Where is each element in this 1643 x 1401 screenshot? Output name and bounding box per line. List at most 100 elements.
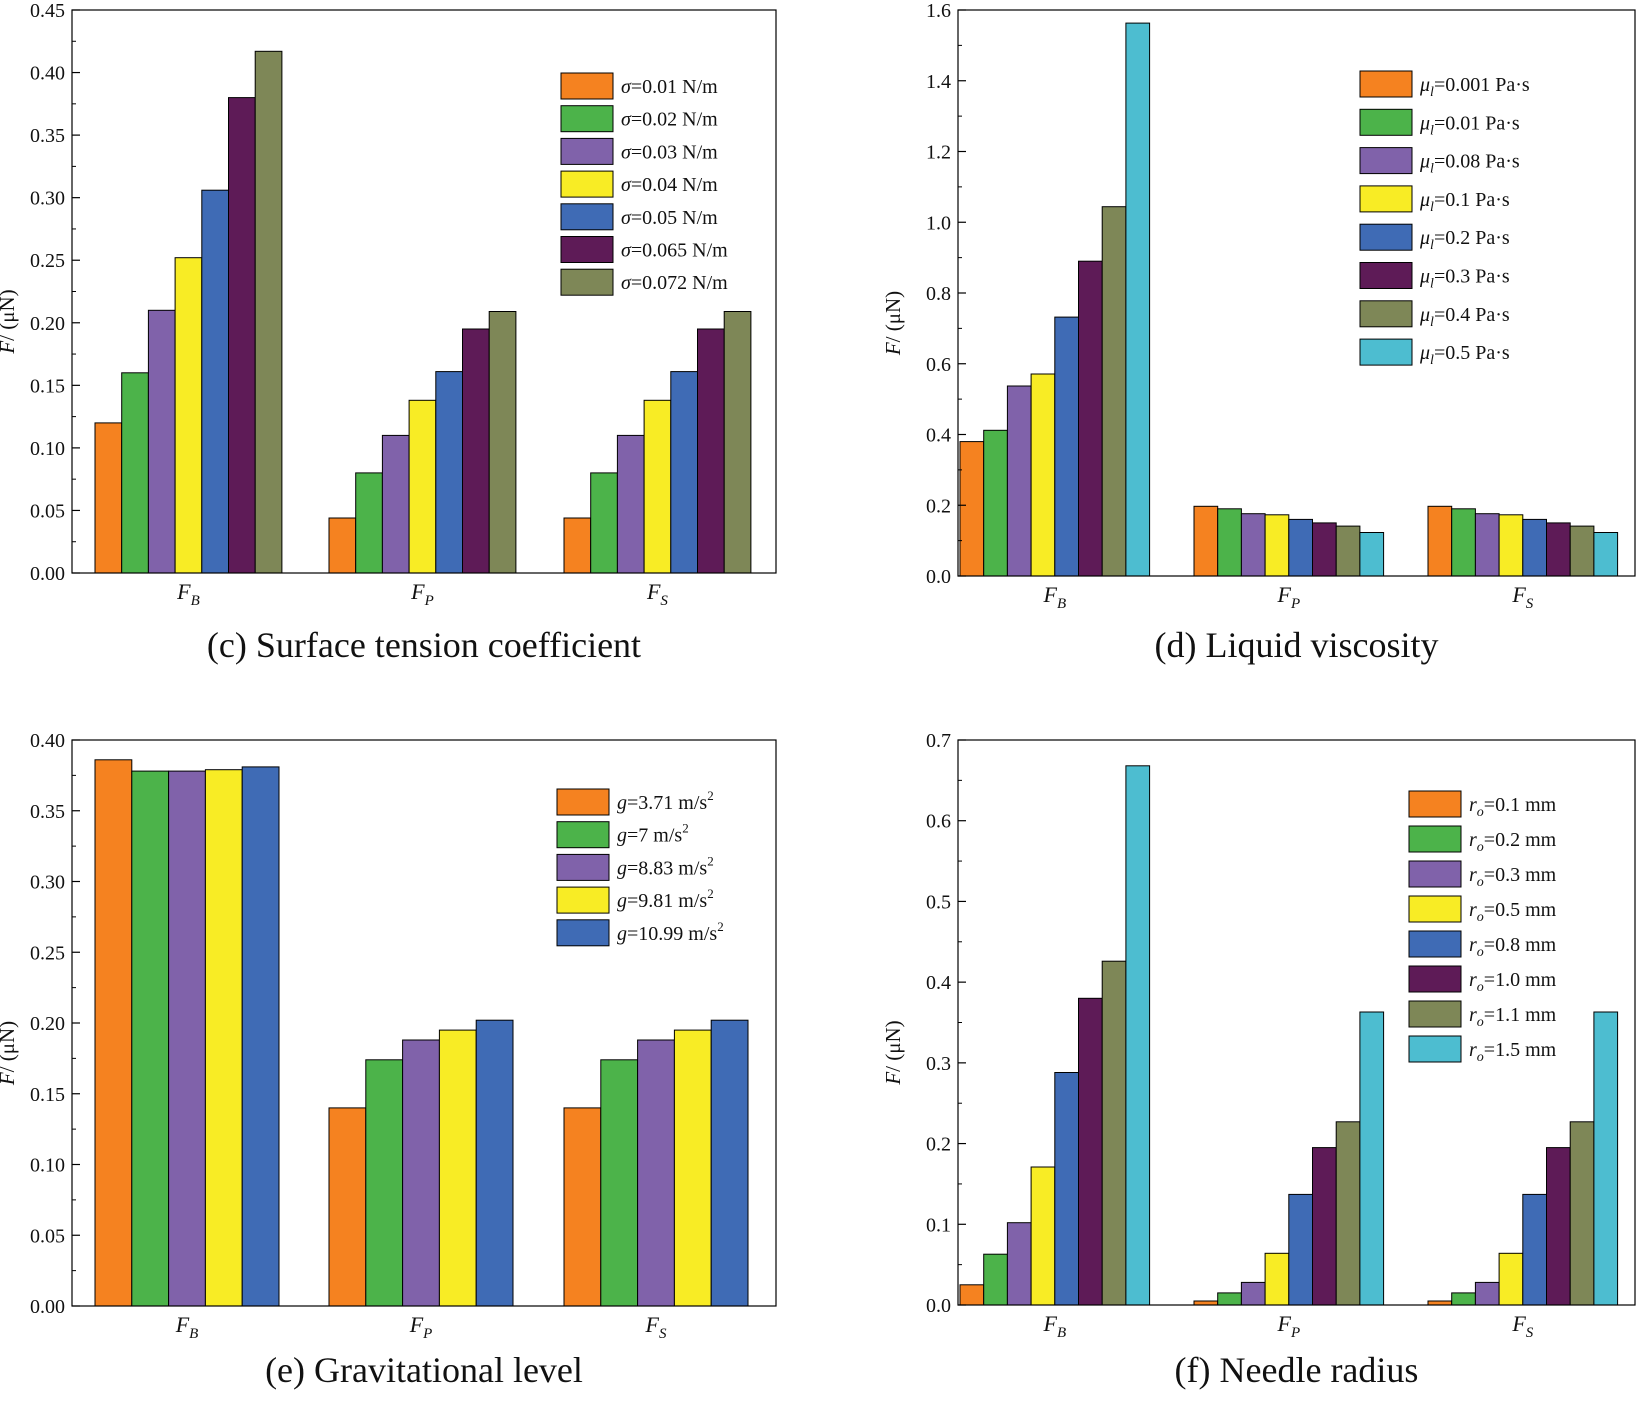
legend-swatch	[560, 137, 614, 165]
bar-s4-c1	[475, 1019, 514, 1307]
bar-s5-c1	[462, 328, 490, 574]
chart-panel-3: 0.0 0.1 0.2 0.3 0.4 0.5 0.6 0.7 FB FP FS F/ (μN) ro=…	[881, 730, 1636, 1390]
bar-s4-c2	[670, 371, 698, 574]
bar-s3-c2	[1498, 514, 1524, 577]
y-tick-label: 0.10	[30, 1155, 65, 1177]
legend-entry-label: σ=0.01 N/m	[621, 76, 718, 98]
legend-entry-label: ro=1.1 mm	[1469, 1004, 1557, 1030]
y-tick-label: 0.25	[30, 942, 65, 964]
legend-swatch	[1359, 338, 1413, 366]
bar-s2-c2	[1474, 513, 1500, 577]
y-tick-label: 0.40	[30, 730, 65, 752]
bar-s3-c0	[1030, 1166, 1056, 1306]
legend-entry-label: g=10.99 m/s2	[617, 919, 724, 945]
bar-s5-c1	[1312, 522, 1337, 577]
x-category-label: FS	[1511, 582, 1533, 612]
y-tick-label: 0.30	[30, 188, 65, 210]
bar-s4-c0	[201, 189, 230, 574]
y-tick-label: 0.30	[30, 872, 65, 894]
legend-swatch	[1359, 185, 1413, 213]
y-tick-label: 0.35	[30, 125, 65, 147]
y-tick-label: 0.4	[926, 972, 951, 994]
bar-s6-c0	[254, 50, 283, 574]
bar-s2-c0	[168, 770, 206, 1307]
bar-s1-c0	[983, 429, 1008, 577]
legend-swatch	[556, 853, 610, 881]
legend-swatch	[560, 268, 614, 296]
y-axis-label: F/ (μN)	[881, 1020, 905, 1085]
y-tick-label: 0.2	[926, 495, 951, 517]
bar-s3-c1	[1264, 1252, 1290, 1306]
x-category-label: FB	[1042, 1311, 1066, 1341]
bar-s4-c2	[1522, 518, 1548, 577]
y-tick-label: 0.20	[30, 313, 65, 335]
bar-s2-c0	[1006, 385, 1032, 577]
bar-s3-c0	[174, 257, 203, 574]
bar-s2-c0	[1006, 1222, 1032, 1306]
legend-swatch	[1408, 965, 1462, 993]
y-tick-label: 0.5	[926, 891, 951, 913]
y-axis-label: F/ (μN)	[881, 291, 905, 356]
y-tick-label: 0.6	[926, 354, 951, 376]
legend-entry-label: ro=0.3 mm	[1469, 864, 1557, 890]
legend-swatch	[1359, 300, 1413, 328]
bar-s5-c0	[1078, 260, 1103, 577]
legend-swatch	[560, 236, 614, 263]
bar-s1-c2	[1451, 508, 1476, 577]
bar-s1-c1	[1217, 1292, 1242, 1306]
bar-s4-c0	[241, 766, 280, 1307]
bar-s4-c2	[710, 1019, 749, 1307]
y-tick-label: 0.40	[30, 63, 65, 85]
legend-entry-label: μl=0.08 Pa·s	[1419, 151, 1520, 177]
bar-s0-c1	[1193, 505, 1219, 577]
bar-s1-c0	[121, 372, 149, 574]
bar-s5-c1	[1312, 1147, 1337, 1306]
bar-s6-c2	[1569, 525, 1595, 577]
bar-s2-c1	[381, 434, 410, 574]
legend-swatch	[560, 105, 614, 133]
bar-s3-c1	[1264, 514, 1290, 577]
y-tick-label: 0.0	[926, 566, 951, 588]
bar-s2-c0	[147, 309, 176, 574]
legend-swatch	[1408, 1000, 1462, 1028]
bar-s4-c2	[1522, 1193, 1548, 1306]
x-category-label: FP	[1276, 582, 1300, 612]
y-tick-label: 1.0	[926, 212, 951, 234]
bar-s6-c2	[723, 311, 752, 574]
y-tick-label: 0.00	[30, 563, 65, 585]
x-category-label: FB	[1042, 582, 1066, 612]
legend-swatch	[556, 919, 610, 947]
legend-swatch	[1359, 223, 1413, 251]
bar-s1-c0	[983, 1253, 1008, 1306]
bar-s1-c2	[590, 472, 618, 574]
legend-entry-label: μl=0.001 Pa·s	[1419, 74, 1530, 100]
y-tick-label: 0.10	[30, 438, 65, 460]
legend-entry-label: g=3.71 m/s2	[617, 788, 714, 814]
legend-swatch	[1359, 108, 1413, 136]
bar-s2-c2	[637, 1039, 675, 1307]
legend-swatch	[1408, 860, 1462, 888]
legend-entry-label: μl=0.5 Pa·s	[1419, 342, 1510, 368]
legend-entry-label: g=7 m/s2	[617, 821, 689, 847]
bar-s6-c2	[1569, 1121, 1595, 1306]
x-category-label: FB	[176, 579, 200, 609]
y-tick-label: 0.7	[926, 730, 951, 752]
y-tick-label: 0.0	[926, 1295, 951, 1317]
bar-s0-c2	[563, 517, 592, 574]
y-tick-label: 0.3	[926, 1053, 951, 1075]
legend-entry-label: σ=0.04 N/m	[621, 174, 718, 196]
legend-swatch	[1408, 790, 1462, 818]
bar-s3-c2	[1498, 1252, 1524, 1306]
bar-s3-c1	[408, 399, 437, 574]
chart-panel-1: 0.0 0.2 0.4 0.6 0.8 1.0 1.2 1.4 1.6 FB FP FS F/ (μN)…	[881, 0, 1636, 665]
bar-s2-c1	[402, 1039, 440, 1307]
legend-swatch	[556, 886, 610, 914]
legend-entry-label: σ=0.02 N/m	[621, 109, 718, 131]
y-tick-label: 0.15	[30, 1084, 65, 1106]
bar-s6-c0	[1101, 206, 1127, 577]
legend-swatch	[560, 170, 614, 198]
legend-entry-label: σ=0.065 N/m	[621, 240, 728, 262]
legend-swatch	[560, 72, 614, 100]
panel-caption: (e) Gravitational level	[265, 1350, 583, 1390]
legend-swatch	[1408, 930, 1462, 958]
